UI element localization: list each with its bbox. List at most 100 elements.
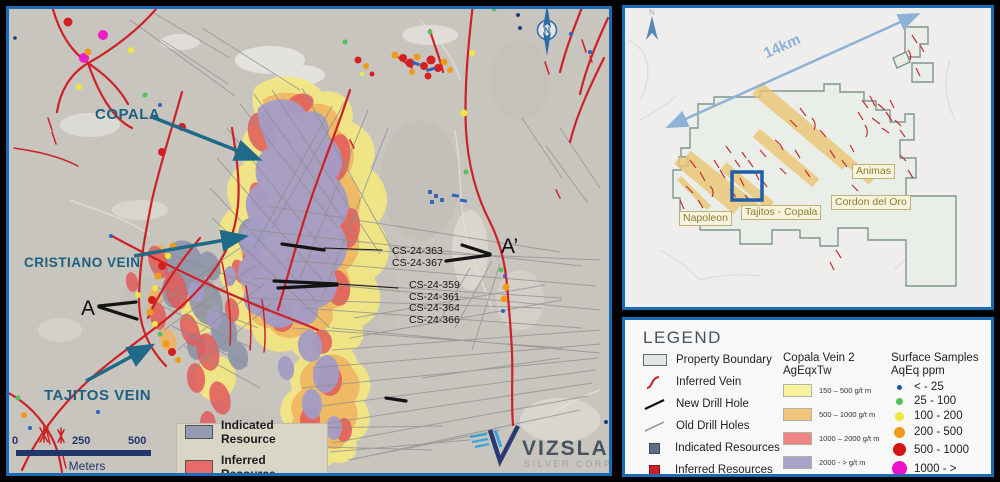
north-compass-icon: N (536, 9, 558, 56)
grade-row-150-500: 150 – 500 g/t m (783, 384, 871, 397)
legend-item-label: Old Drill Holes (676, 420, 750, 432)
surface-samples-title-line1: Surface Samples (891, 352, 979, 364)
old-drill-hole-symbol (644, 421, 665, 432)
inset-map-canvas: N (629, 8, 957, 287)
legend-item-inferred-vein: Inferred Vein (643, 374, 741, 390)
sample-row-lt25: < - 25 (891, 381, 944, 393)
cristiano-vein-label: CRISTIANO VEIN (24, 255, 141, 270)
paper-texture (629, 39, 956, 281)
inset-label-cordon-del-oro: Cordon del Oro (831, 195, 911, 210)
indicated-resource-row: Indicated Resource (185, 418, 319, 446)
grade-label: 2000 - > g/t m (819, 458, 866, 467)
legend-item-label: Property Boundary (676, 354, 772, 366)
inset-label-animas: Animas (852, 164, 896, 179)
map-resource-legend: Indicated Resource Inferred Resource (176, 418, 328, 476)
legend-item-inferred-resources: Inferred Resources (643, 462, 773, 476)
road-traces (69, 19, 601, 431)
scale-bar (16, 450, 151, 456)
legend-panel: LEGEND Property Boundary Inferred Vein N… (622, 317, 994, 477)
new-drill-hole-symbol (644, 399, 665, 410)
drill-hole-id: CS-24-364 (409, 302, 460, 314)
legend-item-label: Inferred Vein (676, 376, 742, 388)
property-boundary-swatch (643, 354, 667, 366)
logo-speed-lines (469, 432, 490, 449)
annotation-arrows (85, 115, 263, 383)
scale-tick-250: 250 (72, 435, 91, 447)
legend-item-old-drill-holes: Old Drill Holes (643, 418, 750, 434)
sample-row-200-500: 200 - 500 (891, 426, 963, 438)
vein-grades-title-line1: Copala Vein 2 (783, 352, 855, 364)
drill-hole-label-group-lower: CS-24-359 CS-24-361 CS-24-364 CS-24-366 (409, 279, 460, 326)
sample-label: 1000 - > (914, 462, 957, 475)
legend-item-indicated-resources: Indicated Resources (643, 440, 780, 456)
indicated-resource-swatch (185, 424, 213, 439)
compass-north-letter: N (544, 26, 551, 36)
inset-north-letter: N (649, 8, 655, 17)
sample-dot (894, 411, 904, 421)
grade-label: 150 – 500 g/t m (819, 386, 872, 395)
grade-label: 1000 – 2000 g/t m (819, 434, 880, 443)
vizsla-logo: VIZSLA SILVER CORP (469, 424, 609, 469)
grade-row-2000-plus: 2000 - > g/t m (783, 456, 865, 469)
legend-item-label: Inferred Resources (675, 464, 773, 476)
drill-hole-id: CS-24-361 (409, 290, 460, 303)
sample-row-25-100: 25 - 100 (891, 395, 956, 407)
inset-label-napoleon: Napoleon (679, 211, 732, 226)
sample-dot (896, 384, 902, 390)
logo-company-name: VIZSLA (522, 437, 609, 460)
cristiano-arrow (133, 229, 249, 258)
section-a-prime-label: A’ (501, 235, 519, 258)
logo-v-mark (487, 424, 521, 467)
inferred-resource-row: Inferred Resource (185, 452, 319, 476)
legend-title: LEGEND (643, 328, 722, 347)
sample-dot (892, 443, 906, 456)
indicated-resources-swatch (649, 442, 660, 454)
scale-tick-0: 0 (12, 435, 19, 447)
grade-swatch (783, 384, 812, 397)
inset-map-panel: N 14km Napoleon Tajitos - Copala Cordon … (622, 5, 994, 310)
scale-unit-label: Meters (68, 459, 106, 473)
drill-hole-id: CS-24-363 (392, 245, 443, 257)
grade-swatch (783, 432, 812, 445)
sample-label: 200 - 500 (914, 426, 963, 438)
grade-row-500-1000: 500 – 1000 g/t m (783, 408, 875, 421)
copala-label: COPALA (95, 106, 161, 123)
sample-label: 100 - 200 (914, 410, 963, 422)
legend-item-label: Indicated Resources (675, 442, 780, 454)
property-boundary-polygon (672, 26, 957, 287)
grade-label: 500 – 1000 g/t m (819, 410, 876, 419)
sample-label: 25 - 100 (914, 395, 957, 407)
sample-label: 500 - 1000 (914, 443, 969, 456)
copala-arrow (151, 115, 263, 161)
inferred-resource-label: Inferred Resource (221, 452, 276, 476)
legend-item-new-drill-hole: New Drill Hole (643, 396, 749, 412)
grade-swatch (783, 456, 812, 469)
section-a-label: A (81, 297, 96, 320)
sample-row-100-200: 100 - 200 (891, 410, 963, 422)
indicated-resource-label: Indicated Resource (221, 417, 276, 446)
inferred-resource-swatch (185, 459, 213, 473)
inferred-vein-symbol (646, 376, 660, 389)
tajitos-arrow (85, 343, 156, 383)
tajitos-vein-label: TAJITOS VEIN (44, 387, 152, 404)
logo-tagline: SILVER CORP (524, 459, 609, 469)
drill-hole-label-group-upper: CS-24-363 CS-24-367 (392, 245, 443, 269)
new-drill-holes-and-leaders (97, 242, 492, 403)
legend-item-property-boundary: Property Boundary (643, 352, 772, 368)
distance-arrow (665, 12, 921, 129)
legend-item-label: New Drill Hole (676, 398, 749, 410)
scale-tick-500: 500 (128, 435, 147, 447)
surface-samples-title-line2: AqEq ppm (891, 365, 945, 377)
sample-dot (895, 397, 903, 405)
detail-extent-box (730, 170, 764, 202)
vein-grades-title-line2: AgEqxTw (783, 365, 832, 377)
inferred-resources-swatch (649, 464, 660, 474)
sample-row-500-1000: 500 - 1000 (891, 443, 969, 456)
drill-hole-id: CS-24-367 (392, 256, 443, 269)
grade-swatch (783, 408, 812, 421)
drill-hole-id: CS-24-359 (409, 279, 460, 291)
drill-hole-id: CS-24-366 (409, 313, 460, 326)
inset-north-arrow-icon: N (646, 8, 658, 40)
sample-row-1000-plus: 1000 - > (891, 461, 957, 475)
